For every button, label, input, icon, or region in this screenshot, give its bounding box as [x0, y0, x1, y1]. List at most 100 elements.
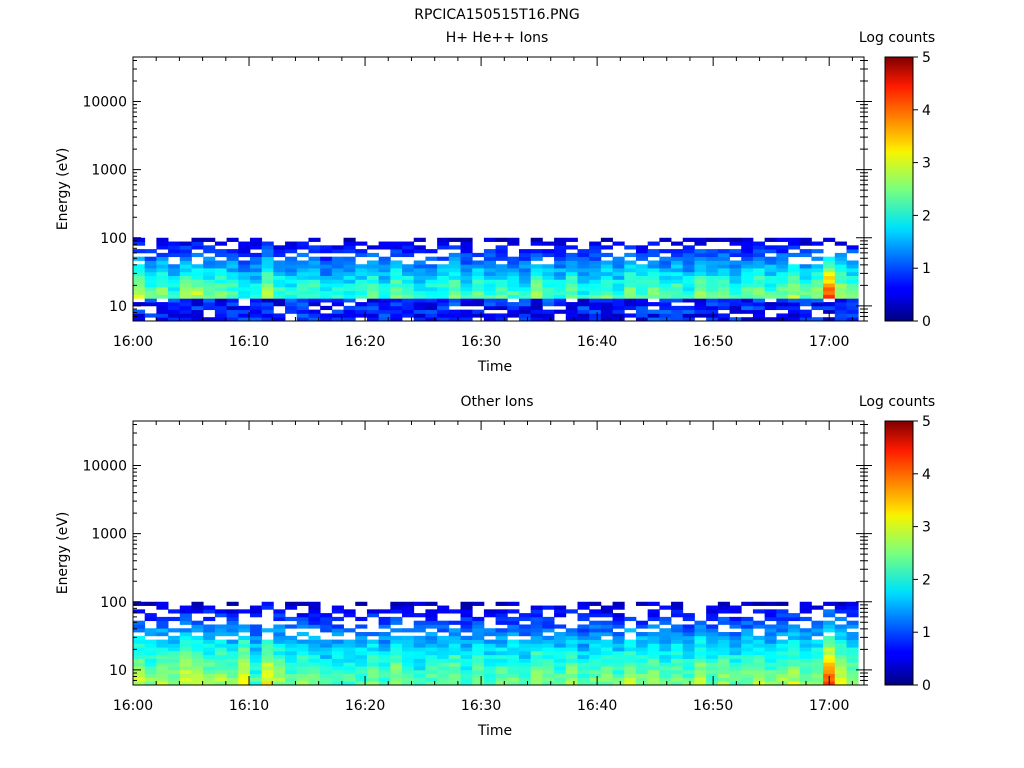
spectrogram-cell [448, 632, 461, 637]
spectrogram-cell [589, 286, 602, 292]
spectrogram-cell [402, 252, 415, 258]
spectrogram-cell [343, 639, 356, 644]
spectrogram-cell [589, 632, 602, 637]
spectrogram-cell [425, 654, 438, 659]
spectrogram-cell [717, 654, 730, 659]
colorbar-tick-label: 1 [922, 261, 931, 277]
spectrogram-cell [799, 601, 812, 606]
spectrogram-cell [472, 286, 485, 292]
spectrogram-cell [834, 669, 847, 675]
spectrogram-cell [273, 628, 286, 633]
spectrogram-cell [425, 609, 438, 614]
spectrogram-cell [133, 658, 146, 663]
spectrogram-cell [776, 260, 789, 265]
spectrogram-cell [483, 317, 496, 322]
spectrogram-cell [694, 635, 707, 640]
spectrogram-cell [460, 260, 473, 265]
spectrogram-cell [600, 624, 613, 629]
spectrogram-cell [530, 628, 543, 633]
spectrogram-cell [355, 681, 368, 686]
spectrogram-cell [671, 294, 684, 299]
spectrogram-cell [425, 650, 438, 656]
spectrogram-cell [355, 279, 368, 284]
spectrogram-cell [518, 666, 532, 671]
spectrogram-cell [554, 294, 567, 299]
spectrogram-cell [671, 271, 684, 276]
spectrogram-cell [402, 635, 415, 640]
spectrogram-cell [659, 260, 672, 265]
spectrogram-cell [647, 290, 660, 295]
spectrogram-cell [226, 298, 239, 303]
spectrogram-cell [647, 635, 660, 640]
spectrogram-cell [203, 271, 216, 276]
spectrogram-cell [495, 628, 508, 633]
spectrogram-cell [518, 294, 532, 299]
spectrogram-cell [249, 632, 263, 637]
spectrogram-cell [764, 666, 777, 671]
spectrogram-cell [612, 298, 625, 303]
spectrogram-cell [565, 290, 578, 295]
spectrogram-cell [542, 298, 555, 303]
spectrogram-cell [741, 256, 754, 261]
spectrogram-cell [320, 313, 333, 318]
spectrogram-cell [823, 302, 836, 307]
spectrogram-cell [694, 624, 707, 629]
spectrogram-cell [261, 677, 274, 682]
spectrogram-cell [823, 669, 836, 675]
spectrogram-cell [834, 643, 847, 648]
spectrogram-cell [495, 298, 508, 303]
spectrogram-cell [659, 298, 672, 303]
spectrogram-cell [226, 601, 239, 606]
spectrogram-cell [448, 643, 461, 648]
spectrogram-cell [238, 241, 251, 246]
spectrogram-cell [273, 616, 286, 622]
spectrogram-cell [518, 279, 532, 284]
spectrogram-cell [156, 279, 169, 284]
spectrogram-cell [729, 643, 742, 648]
spectrogram-cell [624, 643, 637, 648]
spectrogram-cell [694, 302, 707, 307]
spectrogram-cell [460, 681, 473, 686]
spectrogram-cell [214, 264, 227, 269]
spectrogram-cell [402, 313, 415, 318]
spectrogram-cell [144, 647, 157, 652]
spectrogram-cell [378, 275, 391, 280]
spectrogram-cell [320, 305, 333, 311]
spectrogram-cell [682, 283, 695, 288]
spectrogram-cell [752, 666, 766, 671]
spectrogram-cell [448, 669, 461, 675]
spectrogram-cell [191, 294, 204, 299]
spectrogram-cell [577, 628, 590, 633]
spectrogram-cell [425, 673, 438, 678]
spectrogram-cell [624, 673, 637, 678]
spectrogram-cell [741, 317, 754, 322]
spectrogram-cell [752, 271, 766, 276]
spectrogram-cell [366, 275, 380, 280]
spectrogram-cell [577, 624, 590, 629]
spectrogram-cell [834, 260, 847, 265]
spectrogram-cell [214, 279, 227, 284]
spectrogram-cell [694, 658, 707, 663]
spectrogram-cell [448, 294, 461, 299]
spectrogram-cell [320, 249, 333, 254]
spectrogram-cell [811, 632, 824, 637]
spectrogram-cell [472, 628, 485, 633]
spectrogram-cell [460, 643, 473, 648]
spectrogram-cell [168, 673, 181, 678]
spectrogram-cell [366, 305, 380, 311]
spectrogram-cell [846, 245, 859, 250]
spectrogram-cell [483, 613, 496, 618]
spectrogram-cell [296, 643, 309, 648]
spectrogram-cell [776, 650, 789, 656]
y-axis-label: Energy (eV) [55, 512, 71, 595]
spectrogram-cell [437, 275, 450, 280]
spectrogram-cell [320, 650, 333, 656]
spectrogram-cell [366, 294, 380, 299]
spectrogram-cell [624, 252, 637, 258]
spectrogram-cell [752, 639, 766, 644]
spectrogram-cell [156, 286, 169, 292]
spectrogram-cell [507, 279, 520, 284]
spectrogram-cell [823, 271, 836, 276]
spectrogram-cell [647, 639, 660, 644]
spectrogram-cell [846, 268, 859, 273]
